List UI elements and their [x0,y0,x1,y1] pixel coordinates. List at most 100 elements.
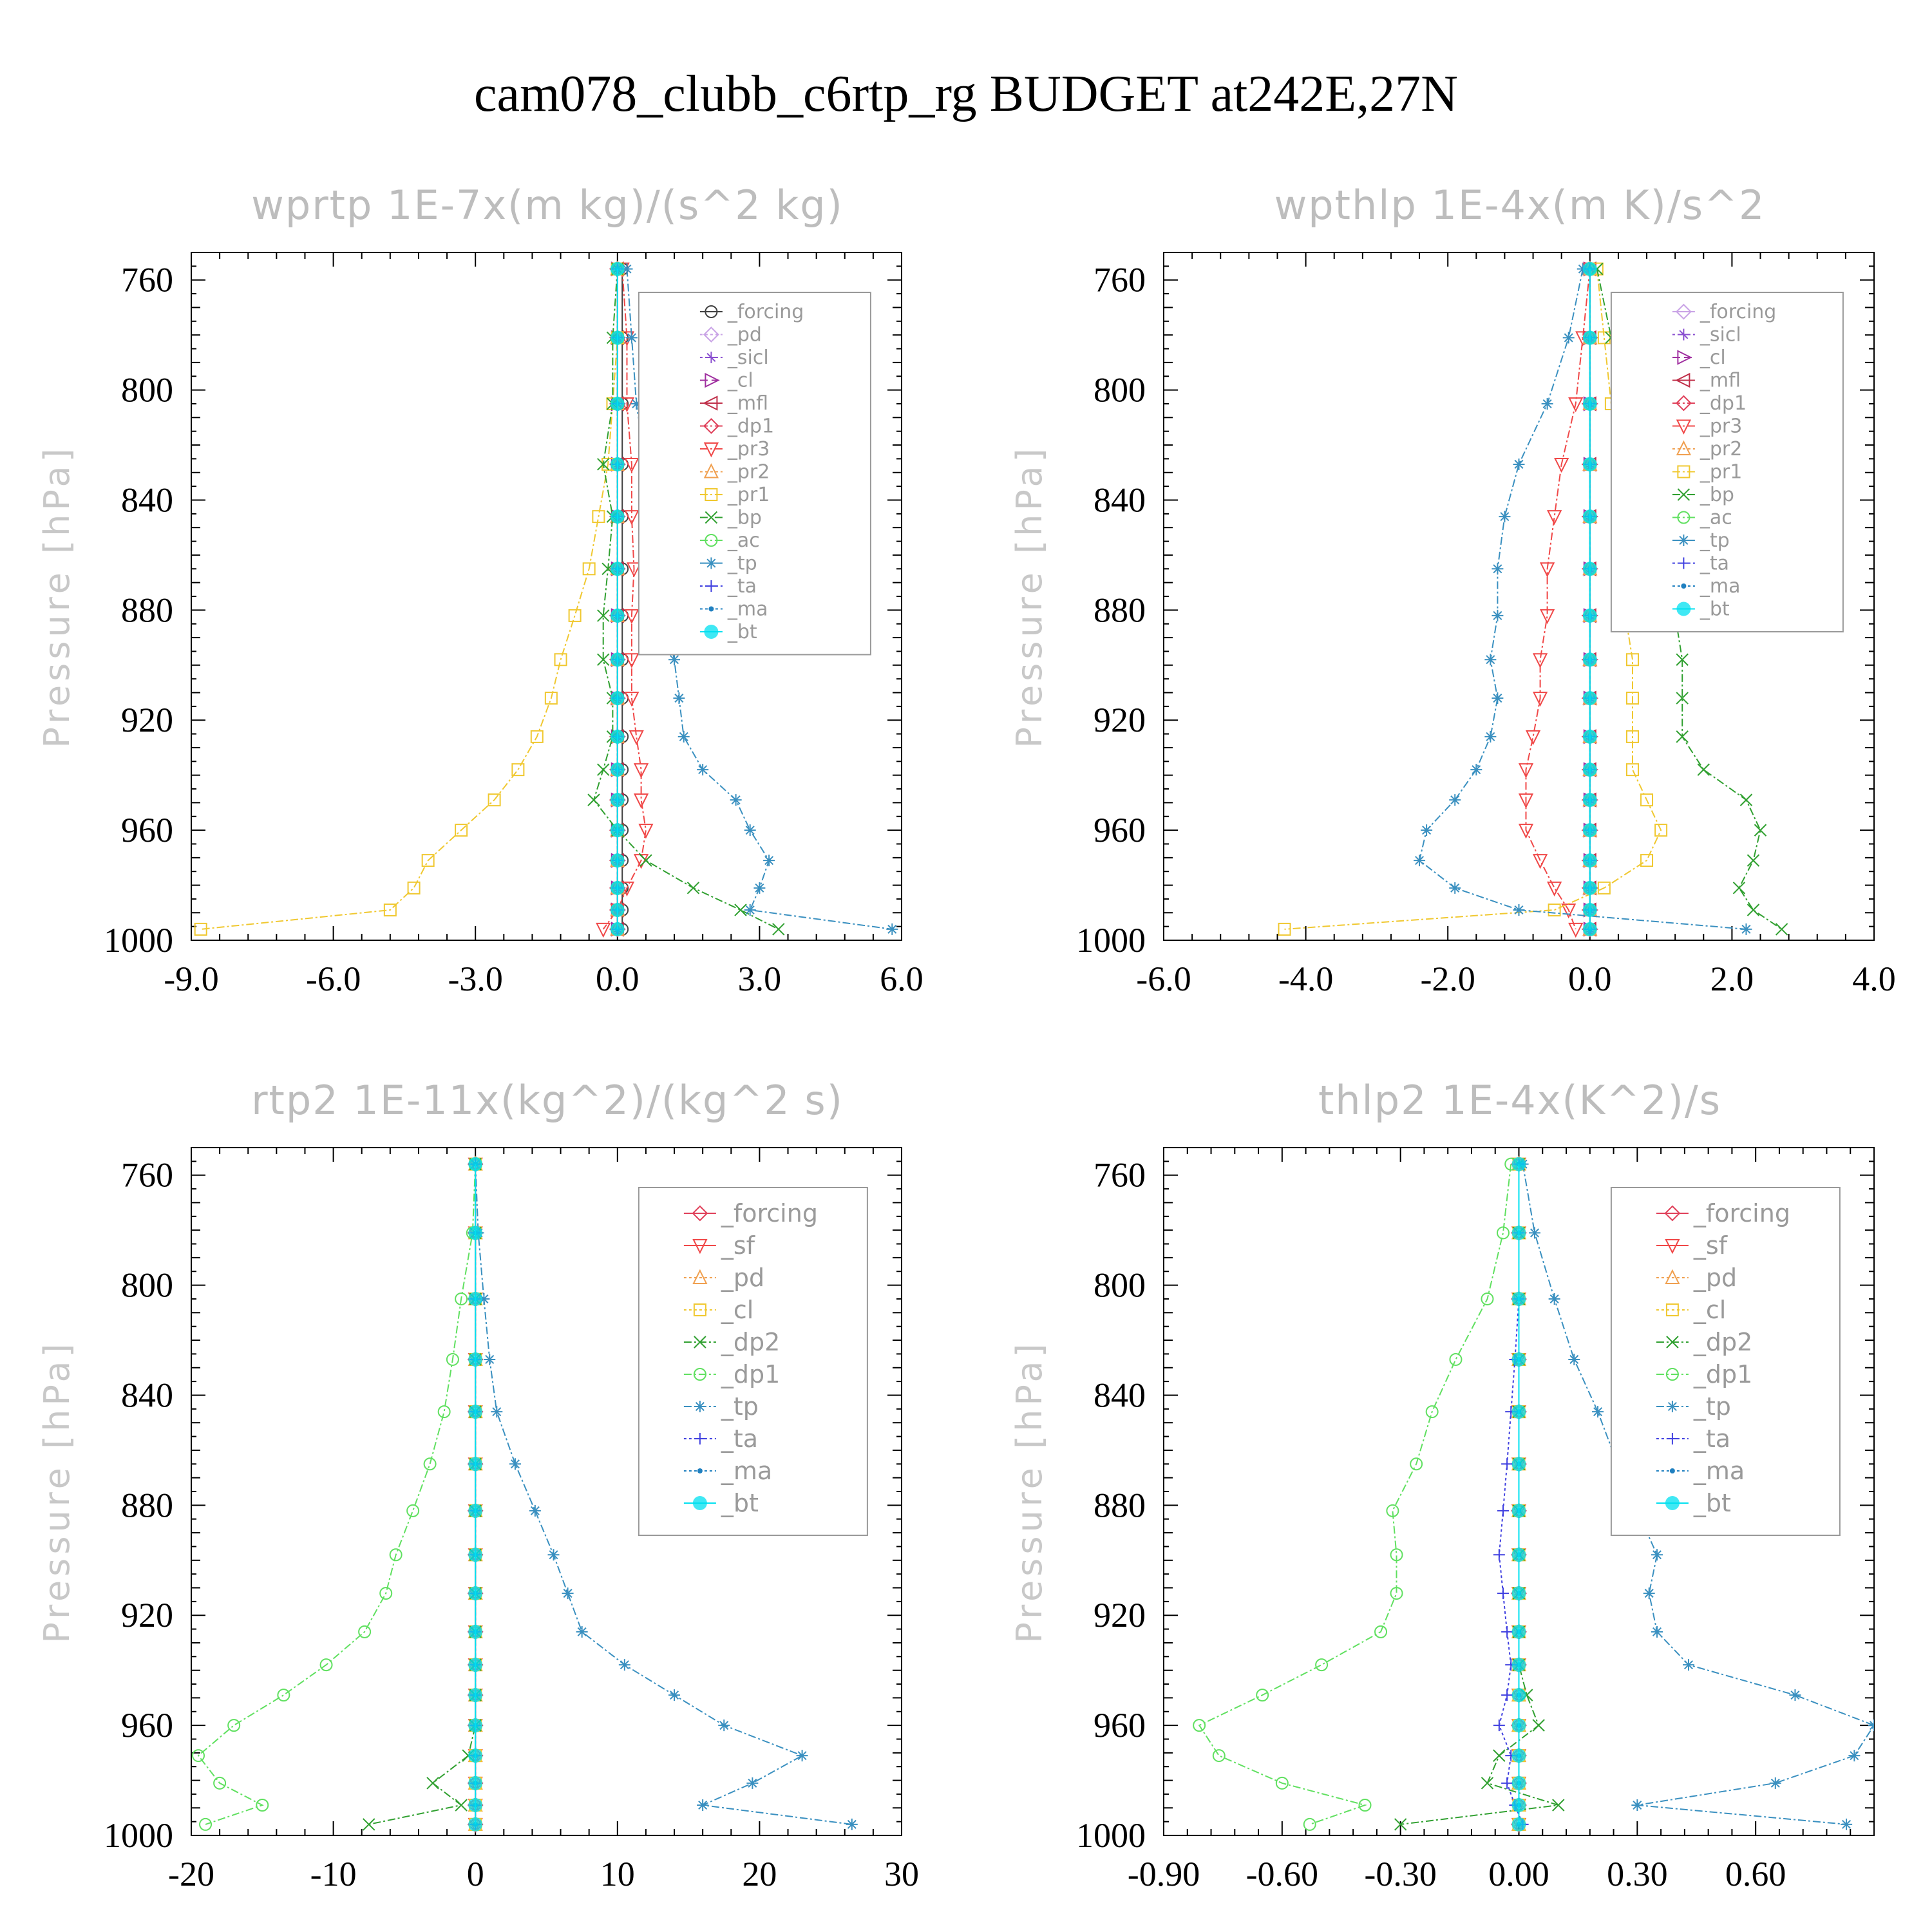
data-point-tp [1651,1625,1663,1638]
y-axis-label: Pressure [hPa] [1009,1340,1050,1643]
y-tick-label: 840 [121,1376,173,1414]
data-point-dp1 [1496,1226,1510,1240]
legend-swatch-marker [703,418,719,434]
series-group [194,260,898,938]
data-point-bt [1582,457,1597,471]
panel-3: rtp2 1E-11x(kg^2)/(kg^2 s) Pressure [hPa]… [37,1077,919,1893]
data-point-tp [1499,511,1511,523]
x-tick-label: -20 [168,1855,214,1893]
data-point-bp [597,763,610,776]
legend-entry: _pr1 [1700,461,1742,484]
data-point-bt [610,608,625,623]
x-tick-label: -10 [310,1855,357,1893]
data-point-tp [673,692,685,705]
data-point-dp1 [358,1625,372,1638]
data-point-tp [1492,563,1504,575]
legend-swatch-marker [1678,328,1690,341]
data-point-tp [491,1406,503,1418]
data-point-bt [1511,1748,1526,1763]
data-point-tp [1789,1689,1801,1701]
legend-swatch-marker [693,1303,706,1316]
data-point-dp1 [1410,1457,1423,1471]
data-point-bt [468,1548,483,1562]
data-point-tp [697,1799,709,1812]
data-point-tp [621,263,633,275]
y-axis-label: Pressure [hPa] [1009,444,1050,748]
legend-swatch-marker [1676,601,1691,616]
data-point-tp [1492,609,1504,621]
data-point-pr3 [633,793,649,809]
legend-swatch-marker [1675,372,1690,388]
data-point-bp [1697,763,1710,776]
legend-entry: _ac [727,529,760,552]
data-point-bt [1511,1457,1526,1472]
data-point-bt [1511,1586,1526,1601]
series-line-pr3 [1525,269,1591,930]
data-point-bp [687,882,700,895]
x-tick-label: -0.60 [1246,1855,1318,1893]
series-line-pr1 [1284,269,1662,930]
data-point-bt [468,1457,483,1472]
legend-entry: _tp [727,553,757,575]
data-point-dp1 [1315,1658,1329,1672]
data-point-dp2 [1532,1719,1545,1732]
data-point-pr1 [1597,331,1611,345]
data-point-bt [1511,1405,1526,1419]
data-point-pr3 [1532,692,1548,707]
data-point-ta [1493,1719,1505,1732]
legend-swatch-marker [1675,395,1692,412]
data-point-bp [597,653,610,666]
legend-entry: _ma [1693,1457,1745,1485]
x-tick-label: 20 [742,1855,777,1893]
legend-entry: _bp [727,507,762,529]
x-tick-label: 2.0 [1710,960,1754,998]
data-point-bt [1582,691,1597,706]
data-point-tp [562,1587,574,1600]
data-point-dp1 [1390,1587,1403,1600]
data-point-pr1 [1654,824,1668,837]
data-point-ta [1501,1458,1513,1470]
legend-swatch-marker [1666,1336,1679,1349]
data-point-ta [1497,1587,1509,1600]
legend-entry: _dp1 [1700,392,1747,415]
data-point-dp1 [406,1504,420,1517]
data-point-pr3 [1518,824,1534,839]
data-point-bt [1511,1718,1526,1733]
legend-box [1610,292,1844,632]
data-point-tp [547,1549,560,1561]
data-point-bp [1775,923,1788,936]
legend-entry: _pr3 [727,438,770,460]
y-tick-label: 760 [1094,1156,1146,1195]
legend-swatch-marker [1678,557,1690,569]
x-tick-label: 4.0 [1852,960,1896,998]
series-line-tp [475,1164,852,1825]
panel-title: wpthlp 1E-4x(m K)/s^2 [1274,182,1766,229]
x-tick-label: -9.0 [164,960,218,998]
data-point-dp1 [213,1776,227,1790]
x-tick-label: 6.0 [880,960,923,998]
data-point-pr3 [1568,397,1584,413]
data-point-tp [1449,882,1461,894]
data-point-bp [734,904,747,916]
data-point-dp2 [455,1799,468,1812]
data-point-bt [1582,853,1597,868]
data-point-bt [1511,1688,1526,1703]
data-point-tp [746,1777,759,1789]
data-point-dp1 [256,1799,269,1812]
x-tick-label: 0.60 [1725,1855,1786,1893]
legend-swatch-marker [703,463,719,478]
data-point-dp1 [192,1749,205,1763]
data-point-pr3 [624,609,639,625]
y-tick-label: 1000 [1076,1816,1146,1855]
data-point-bt [468,1226,483,1240]
data-point-tp [1541,397,1553,410]
data-point-pr1 [488,793,501,807]
legend-entry: _pd [721,1264,764,1292]
data-point-pr3 [596,922,611,938]
legend-swatch-marker [692,1269,708,1284]
data-point-bt [468,1291,483,1306]
data-point-bt [468,1624,483,1639]
data-point-pr3 [624,653,639,668]
data-point-bt [1582,261,1597,276]
data-point-tp [1484,730,1497,743]
